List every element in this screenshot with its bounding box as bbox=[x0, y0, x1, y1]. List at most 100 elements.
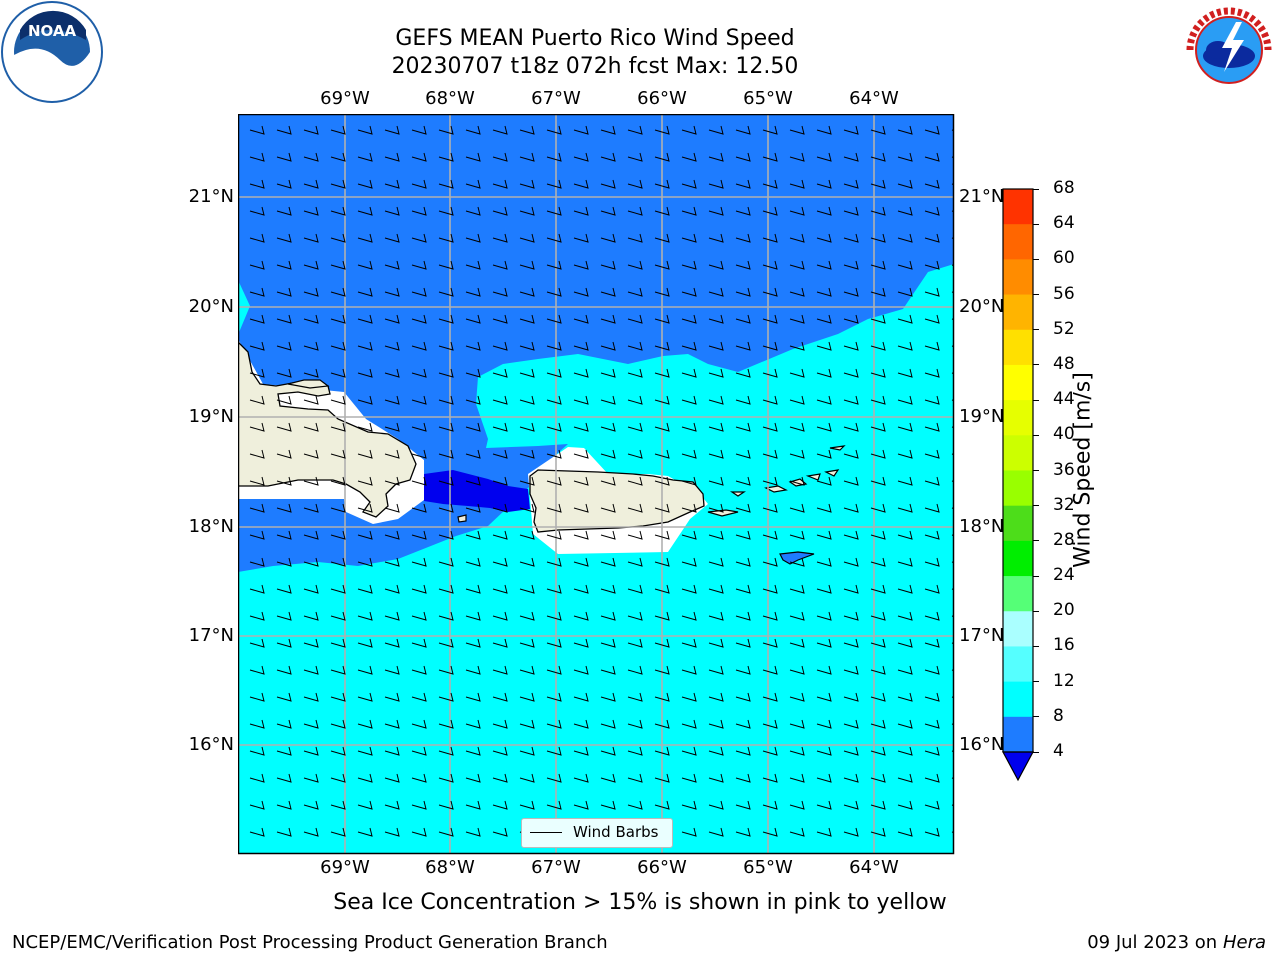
wind-barb bbox=[303, 287, 319, 297]
lat-label-left: 20°N bbox=[188, 296, 234, 317]
wind-barb bbox=[330, 746, 346, 756]
wind-barb bbox=[897, 584, 913, 594]
wind-barb bbox=[816, 584, 832, 594]
wind-barb bbox=[897, 827, 913, 837]
wind-barb bbox=[330, 152, 346, 162]
wind-barb bbox=[816, 827, 832, 837]
wind-barb bbox=[411, 152, 427, 162]
wind-barb bbox=[357, 449, 373, 459]
wind-barb bbox=[600, 341, 616, 351]
wind-barb bbox=[924, 422, 940, 432]
wind-barb bbox=[573, 287, 589, 297]
wind-barb bbox=[735, 719, 751, 729]
wind-barb bbox=[411, 773, 427, 783]
wind-barb bbox=[735, 206, 751, 216]
wind-barb bbox=[303, 584, 319, 594]
wind-barb bbox=[654, 746, 670, 756]
wind-barb bbox=[303, 611, 319, 621]
wind-barb bbox=[546, 719, 562, 729]
sea-ice-note: Sea Ice Concentration > 15% is shown in … bbox=[333, 890, 947, 915]
wind-barb bbox=[654, 287, 670, 297]
wind-barb bbox=[816, 206, 832, 216]
wind-barb bbox=[816, 233, 832, 243]
wind-barb bbox=[654, 800, 670, 810]
wind-barb bbox=[330, 773, 346, 783]
wind-barb bbox=[816, 530, 832, 540]
wind-barb bbox=[249, 665, 265, 675]
wind-barb bbox=[789, 503, 805, 513]
wind-barb bbox=[465, 638, 481, 648]
wind-barb bbox=[708, 773, 724, 783]
wind-barb bbox=[762, 638, 778, 648]
wind-barb bbox=[600, 773, 616, 783]
wind-barb bbox=[357, 206, 373, 216]
wind-barb bbox=[357, 827, 373, 837]
wind-barb bbox=[735, 341, 751, 351]
wind-barb bbox=[546, 800, 562, 810]
wind-barb bbox=[492, 449, 508, 459]
wind-barb bbox=[897, 638, 913, 648]
wind-barb bbox=[249, 746, 265, 756]
wind-barb bbox=[897, 395, 913, 405]
wind-barb bbox=[708, 287, 724, 297]
wind-barb bbox=[924, 746, 940, 756]
wind-barb bbox=[681, 125, 697, 135]
wind-barb bbox=[708, 395, 724, 405]
wind-barb bbox=[924, 503, 940, 513]
wind-barb bbox=[546, 179, 562, 189]
wind-barb bbox=[735, 827, 751, 837]
colorbar-tick bbox=[1033, 364, 1039, 366]
wind-barb bbox=[276, 719, 292, 729]
wind-barb bbox=[816, 179, 832, 189]
wind-barb bbox=[627, 692, 643, 702]
wind-barb bbox=[546, 125, 562, 135]
wind-barb bbox=[843, 692, 859, 702]
wind-barb bbox=[708, 449, 724, 459]
wind-barb bbox=[654, 260, 670, 270]
wind-barb bbox=[384, 260, 400, 270]
wind-barb bbox=[897, 125, 913, 135]
wind-barb bbox=[357, 476, 373, 486]
land-puerto-rico bbox=[529, 469, 705, 533]
wind-barb bbox=[789, 125, 805, 135]
wind-barb bbox=[384, 719, 400, 729]
graticule bbox=[238, 114, 954, 854]
wind-barb bbox=[411, 557, 427, 567]
wind-barb bbox=[870, 746, 886, 756]
wind-barb bbox=[870, 665, 886, 675]
wind-barb bbox=[789, 584, 805, 594]
wind-barb bbox=[573, 557, 589, 567]
wind-barb bbox=[762, 395, 778, 405]
wind-barb bbox=[735, 152, 751, 162]
wind-barb bbox=[465, 692, 481, 702]
lon-label-top: 68°W bbox=[425, 88, 475, 109]
wind-barb bbox=[519, 233, 535, 243]
wind-barb bbox=[681, 476, 697, 486]
wind-barb bbox=[681, 530, 697, 540]
wind-barb bbox=[843, 719, 859, 729]
wind-barb bbox=[573, 773, 589, 783]
wind-barb bbox=[492, 530, 508, 540]
wind-barb bbox=[546, 206, 562, 216]
wind-barb bbox=[654, 665, 670, 675]
wind-barb bbox=[681, 179, 697, 189]
wind-barb bbox=[546, 287, 562, 297]
wind-barb bbox=[600, 206, 616, 216]
wind-barb bbox=[924, 368, 940, 378]
colorbar-tick-label: 28 bbox=[1053, 529, 1075, 550]
wind-barb bbox=[330, 206, 346, 216]
wind-barb bbox=[789, 314, 805, 324]
wind-barb bbox=[708, 800, 724, 810]
wind-barb bbox=[627, 665, 643, 675]
wind-barb bbox=[924, 206, 940, 216]
wind-barb bbox=[924, 665, 940, 675]
wind-barb bbox=[276, 557, 292, 567]
wind-barb bbox=[330, 584, 346, 594]
wind-barb bbox=[519, 800, 535, 810]
wind-barb bbox=[249, 503, 265, 513]
colorbar-swatch bbox=[1003, 470, 1033, 507]
wind-barb bbox=[411, 179, 427, 189]
wind-barb bbox=[870, 314, 886, 324]
wind-barb bbox=[897, 611, 913, 621]
wind-barb bbox=[762, 449, 778, 459]
